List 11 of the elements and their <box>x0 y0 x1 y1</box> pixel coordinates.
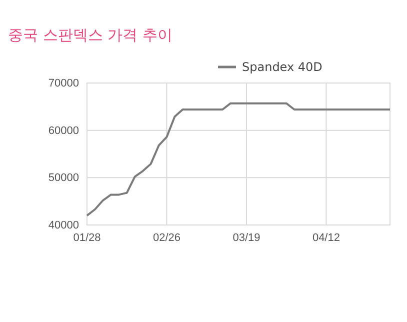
x-tick-label: 02/26 <box>152 232 180 244</box>
y-tick-label: 70000 <box>48 78 79 90</box>
y-tick-label: 40000 <box>48 220 79 232</box>
legend-label: Spandex 40D <box>242 60 322 74</box>
chart-title: 중국 스판덱스 가격 추이 <box>8 26 172 44</box>
line-series <box>86 102 391 217</box>
x-tick-label: 03/19 <box>232 232 260 244</box>
x-tick-label: 01/28 <box>73 232 101 244</box>
y-tick-label: 50000 <box>48 172 79 184</box>
x-tick-label: 04/12 <box>312 232 340 244</box>
y-tick-label: 60000 <box>48 124 79 137</box>
